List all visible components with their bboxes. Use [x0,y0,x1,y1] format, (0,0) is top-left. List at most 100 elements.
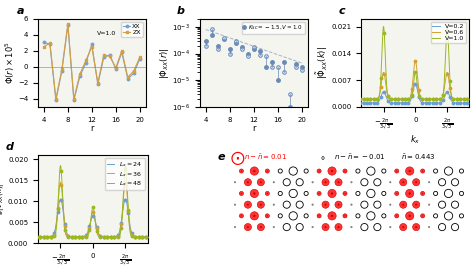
Circle shape [395,214,399,218]
Point [36,235,44,239]
Circle shape [317,214,321,218]
Point [89,214,97,218]
Circle shape [241,170,242,172]
Point [356,97,364,101]
Point [411,70,419,75]
Legend: V=0.2, V=0.6, V=1.0: V=0.2, V=0.6, V=1.0 [430,22,466,43]
Point [138,235,146,239]
Point [370,97,378,101]
Point [43,235,51,239]
Point [75,235,82,239]
Point [47,235,55,239]
Point [128,233,136,237]
Point [121,182,128,186]
Point [82,234,90,238]
Point [54,207,62,211]
V=0.6 [468,97,474,101]
V=0.6 [365,97,370,101]
V=1.0 [381,25,386,28]
Text: $\bigodot$: $\bigodot$ [229,149,245,167]
V=1.0 [357,97,363,101]
Point [72,235,79,239]
Circle shape [415,226,417,228]
Point [439,93,447,97]
Text: $\boldsymbol{a}$: $\boldsymbol{a}$ [16,6,25,16]
Circle shape [253,170,255,172]
Point [460,97,467,101]
V=0.6 [364,97,370,101]
Point [415,94,423,98]
Point [128,234,136,238]
V=0.6 [412,59,418,63]
V=1.0 [364,97,369,101]
V=1.0 [428,97,434,101]
Circle shape [257,179,264,186]
V=0.2 [468,101,474,104]
Point [363,101,371,105]
Point [377,95,384,99]
XX [89,43,95,46]
Point [360,101,367,105]
Circle shape [396,170,397,172]
Point [374,100,381,105]
Circle shape [337,204,339,206]
Y-axis label: $|\Phi_{XX}(r)|$: $|\Phi_{XX}(r)|$ [158,47,171,79]
Circle shape [335,224,342,231]
Point [460,101,467,105]
Point [110,235,118,239]
Point [33,235,40,239]
V=1.0 [453,97,458,101]
Circle shape [345,215,346,217]
Point [394,97,402,101]
ZX [47,41,53,45]
Line: $L_x=24$: $L_x=24$ [36,199,149,237]
Point [422,97,429,101]
Point [381,31,388,36]
V=1.0 [422,97,428,101]
ZX [113,66,118,69]
Circle shape [402,204,404,206]
Point [401,101,409,105]
Point [54,210,62,214]
XX [59,69,65,72]
Circle shape [234,181,236,183]
V=0.6 [422,97,428,101]
Point [453,97,461,101]
Point [429,97,437,101]
Point [370,97,378,101]
Point [450,97,457,101]
Circle shape [428,226,430,228]
Point [103,235,111,239]
Point [408,94,416,98]
ZX [95,81,100,85]
Circle shape [253,215,255,217]
Circle shape [260,204,262,206]
Circle shape [406,167,414,175]
Circle shape [412,201,420,208]
Circle shape [337,181,339,183]
Point [107,235,114,239]
Point [398,97,405,101]
$L_x=48$ [131,235,137,238]
$L_x=36$ [100,235,105,238]
V=1.0 [468,97,474,101]
ZX [131,69,137,72]
Point [118,222,125,227]
Point [432,101,440,105]
Point [453,97,461,101]
Point [33,235,40,239]
Circle shape [247,226,249,228]
Circle shape [409,170,411,172]
Circle shape [428,181,430,183]
Point [384,93,392,98]
Point [61,222,69,226]
Point [415,94,423,99]
Point [36,235,44,239]
Circle shape [395,169,399,173]
$L_x=36$ [102,235,108,238]
Point [40,235,47,239]
XX [131,72,137,75]
Circle shape [415,181,417,183]
Circle shape [328,167,336,175]
Point [61,227,69,232]
